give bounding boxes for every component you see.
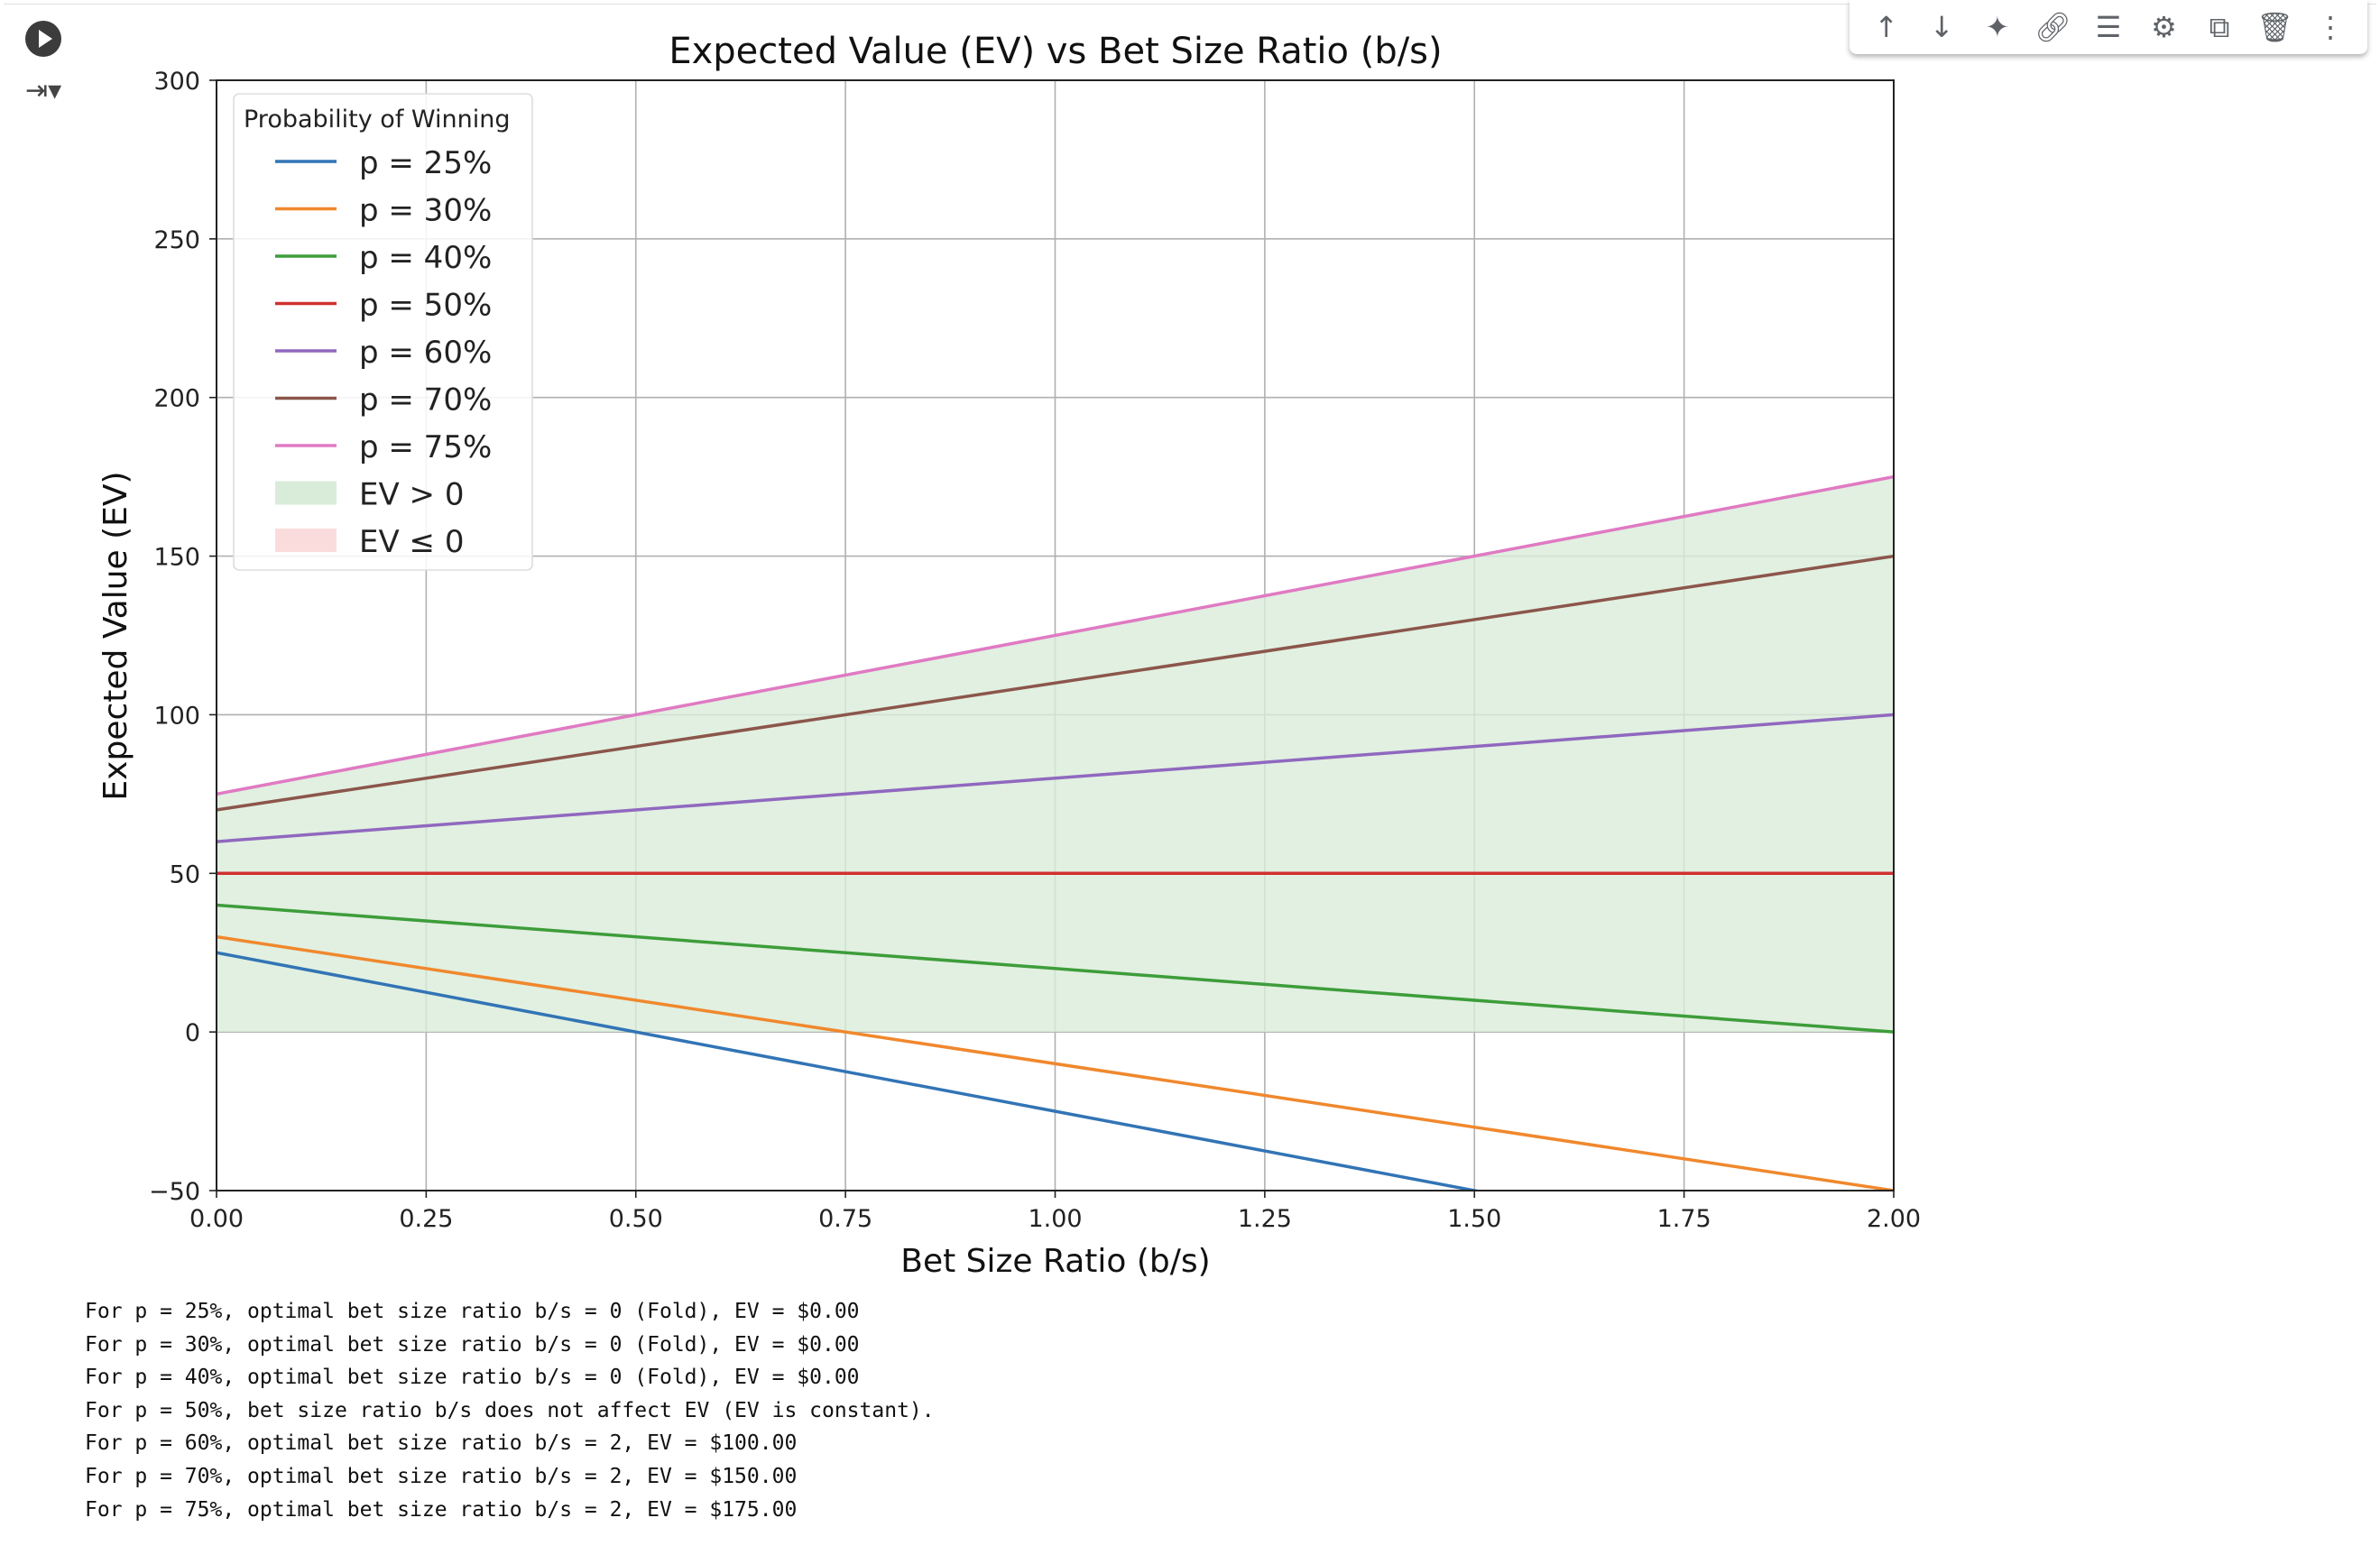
arrow-up-icon[interactable]: ↑: [1874, 10, 1899, 44]
sparkle-icon[interactable]: ✦: [1985, 10, 2010, 44]
y-tick-label: 100: [153, 702, 200, 730]
x-tick-label: 1.50: [1447, 1205, 1501, 1233]
cell-output: For p = 25%, optimal bet size ratio b/s …: [85, 1295, 935, 1526]
x-tick-label: 1.75: [1657, 1205, 1711, 1233]
chart-title: Expected Value (EV) vs Bet Size Ratio (b…: [669, 31, 1442, 72]
x-tick-label: 0.75: [818, 1205, 872, 1233]
comment-icon[interactable]: ☰: [2095, 10, 2122, 44]
x-axis-label: Bet Size Ratio (b/s): [900, 1243, 1210, 1280]
series-line-40: [217, 903, 1894, 1034]
series-line-60: [217, 713, 1894, 843]
mirror-cell-icon[interactable]: ⧉: [2209, 9, 2230, 44]
notebook-cell: ⇥▾: [4, 4, 2376, 1560]
legend-label: p = 50%: [359, 288, 492, 324]
series-line-30: [217, 934, 1894, 1191]
legend-fill-swatch: [275, 529, 337, 552]
series-line-25: [217, 951, 1483, 1191]
more-vert-icon[interactable]: ⋮: [2316, 10, 2346, 44]
legend-label: p = 25%: [359, 145, 492, 181]
y-axis-label: Expected Value (EV): [97, 471, 134, 800]
legend-label: EV ≤ 0: [359, 524, 464, 560]
legend-label: p = 60%: [359, 335, 492, 371]
y-tick-label: 250: [153, 226, 200, 254]
x-tick-label: 0.50: [609, 1205, 663, 1233]
x-tick-label: 0.00: [189, 1205, 244, 1233]
legend-label: p = 75%: [359, 429, 492, 465]
output-line: For p = 75%, optimal bet size ratio b/s …: [85, 1497, 798, 1522]
legend-box: [233, 93, 533, 571]
plot-frame: [216, 79, 1895, 1191]
legend-label: p = 40%: [359, 240, 492, 276]
series-line-75: [217, 474, 1894, 796]
cell-toolbar: ↑ ↓ ✦ 🔗︎ ☰ ⚙ ⧉ 🗑︎ ⋮: [1850, 0, 2367, 54]
x-tick-label: 2.00: [1867, 1205, 1921, 1233]
y-tick-label: 300: [153, 68, 200, 96]
legend-label: EV > 0: [359, 477, 464, 513]
y-tick-label: 0: [185, 1019, 200, 1047]
output-line: For p = 50%, bet size ratio b/s does not…: [85, 1398, 935, 1422]
y-tick-label: 200: [153, 385, 200, 413]
y-tick-label: 150: [153, 544, 200, 572]
y-tick-label: −50: [149, 1178, 200, 1206]
link-icon[interactable]: 🔗︎: [2034, 10, 2071, 44]
legend-fill-swatch: [275, 481, 337, 505]
gear-icon[interactable]: ⚙: [2151, 10, 2177, 44]
y-tick-label: 50: [170, 860, 200, 888]
run-cell-button[interactable]: [25, 21, 61, 57]
output-line: For p = 40%, optimal bet size ratio b/s …: [85, 1366, 860, 1390]
x-tick-label: 0.25: [399, 1205, 453, 1233]
ev-chart: Expected Value (EV) vs Bet Size Ratio (b…: [97, 31, 1921, 1280]
legend-label: p = 30%: [359, 193, 492, 229]
legend-title: Probability of Winning: [244, 106, 511, 133]
ev-positive-fill: [217, 476, 1894, 1033]
output-line: For p = 70%, optimal bet size ratio b/s …: [85, 1464, 798, 1488]
legend-label: p = 70%: [359, 382, 492, 419]
arrow-down-icon[interactable]: ↓: [1929, 10, 1954, 44]
x-tick-label: 1.00: [1028, 1205, 1082, 1233]
output-line: For p = 30%, optimal bet size ratio b/s …: [85, 1332, 860, 1357]
output-line: For p = 25%, optimal bet size ratio b/s …: [85, 1300, 860, 1323]
output-line: For p = 60%, optimal bet size ratio b/s …: [85, 1431, 798, 1456]
x-tick-label: 1.25: [1238, 1205, 1292, 1233]
output-toggle-icon[interactable]: ⇥▾: [25, 75, 62, 106]
trash-icon[interactable]: 🗑︎: [2256, 10, 2293, 44]
series-line-70: [217, 554, 1894, 812]
